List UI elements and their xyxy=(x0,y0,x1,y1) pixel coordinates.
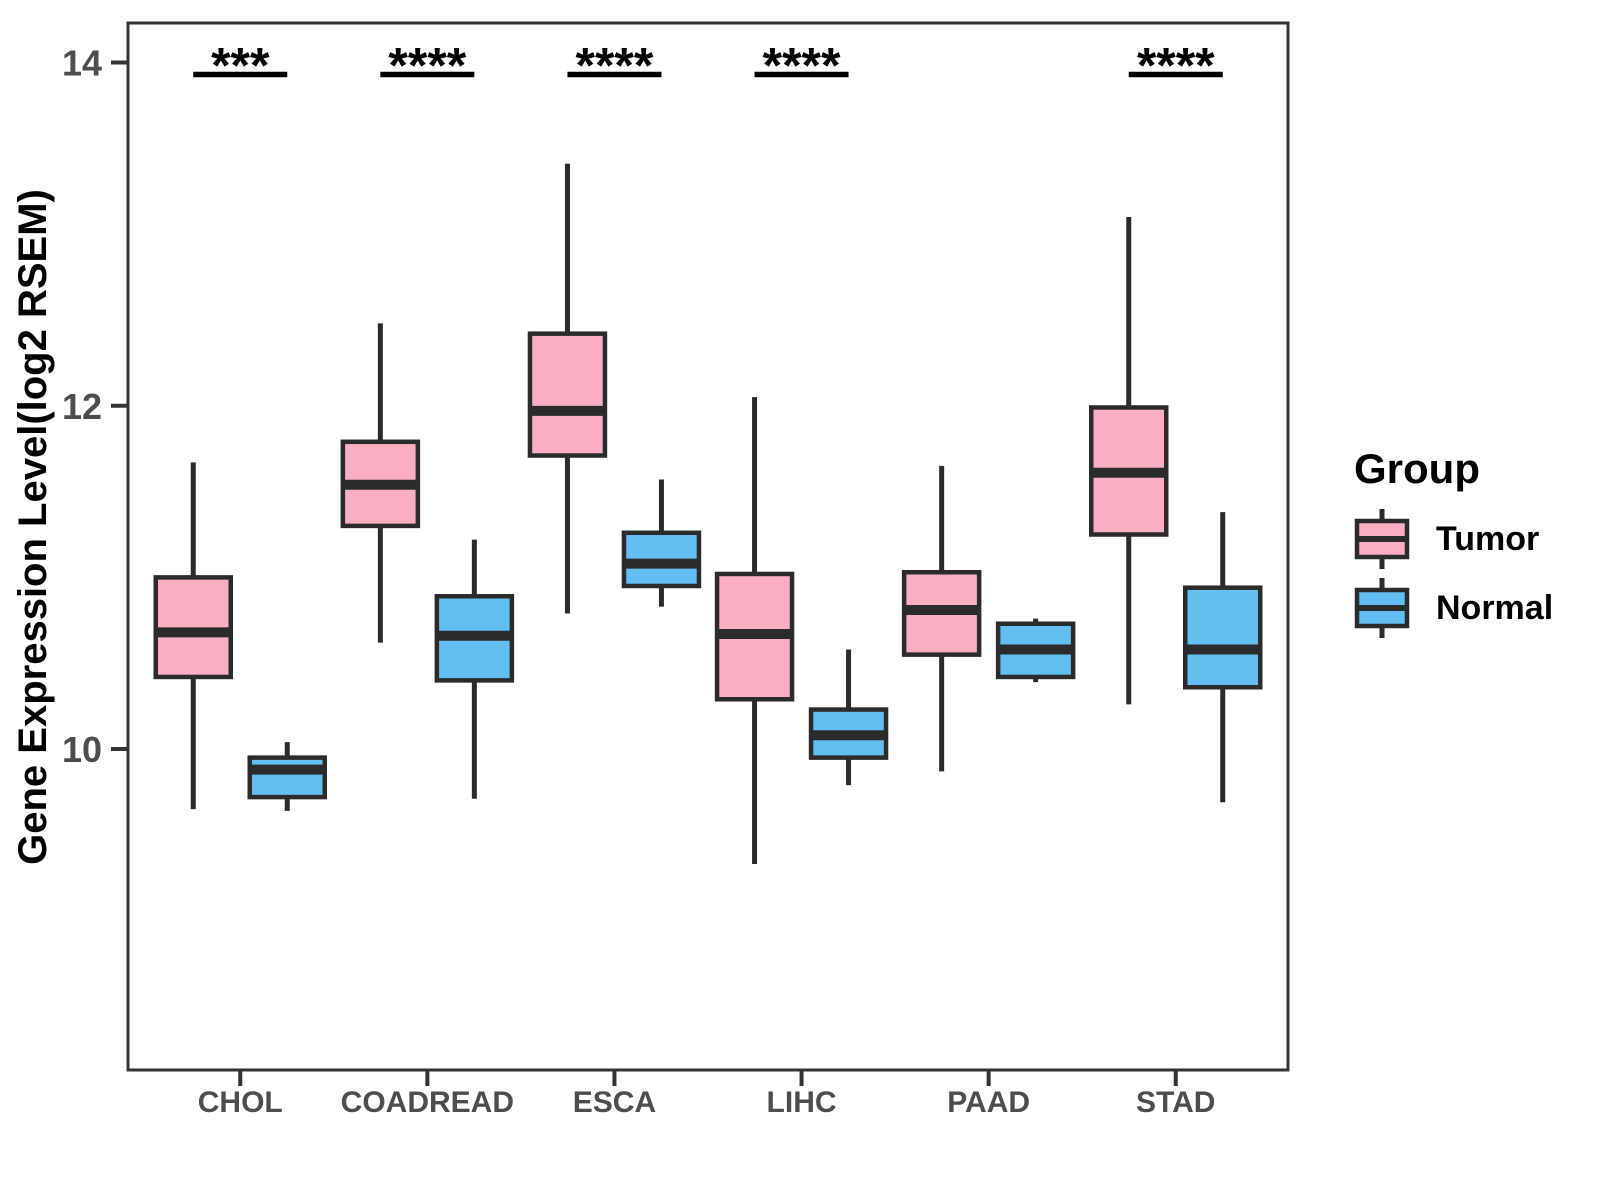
boxplot-LIHC-Normal xyxy=(808,649,889,786)
boxplot-ESCA-Tumor xyxy=(527,163,608,614)
boxplot-LIHC-Tumor xyxy=(714,397,795,865)
x-tick-label-CHOL: CHOL xyxy=(198,1086,283,1119)
legend-label-tumor: Tumor xyxy=(1436,519,1540,558)
significance-stars: **** xyxy=(763,37,841,93)
boxplot-STAD-Normal xyxy=(1182,512,1263,803)
significance-stars: **** xyxy=(1137,37,1215,93)
x-tick-label-COADREAD: COADREAD xyxy=(341,1086,514,1119)
boxplot-STAD-Tumor xyxy=(1088,216,1169,705)
significance-stars: *** xyxy=(211,37,270,93)
iqr-box xyxy=(153,575,234,680)
significance-stars: **** xyxy=(576,37,654,93)
y-tick-label-12: 12 xyxy=(62,386,102,427)
x-tick-label-LIHC: LIHC xyxy=(767,1086,837,1119)
significance-STAD: **** xyxy=(1128,37,1223,93)
significance-COADREAD: **** xyxy=(380,37,475,93)
y-tick-label-10: 10 xyxy=(62,729,102,770)
boxplot-COADREAD-Normal xyxy=(434,539,515,799)
x-tick-label-PAAD: PAAD xyxy=(947,1086,1030,1119)
boxplot-PAAD-Tumor xyxy=(901,465,982,772)
boxplot-COADREAD-Tumor xyxy=(340,323,421,643)
boxplot-PAAD-Normal xyxy=(995,618,1076,683)
boxplot-CHOL-Normal xyxy=(247,742,328,811)
tumor-boxplot-glyph xyxy=(1354,508,1410,569)
x-tick-label-STAD: STAD xyxy=(1136,1086,1215,1119)
significance-stars: **** xyxy=(388,37,466,93)
panel-border xyxy=(126,21,1290,1072)
legend: Group Tumor Normal xyxy=(1354,448,1553,642)
legend-label-normal: Normal xyxy=(1436,588,1554,627)
iqr-box xyxy=(247,755,328,800)
iqr-box xyxy=(1182,585,1263,690)
y-tick-label-14: 14 xyxy=(62,42,102,83)
legend-key-tumor: Tumor xyxy=(1354,504,1553,573)
legend-title: Group xyxy=(1354,445,1480,492)
iqr-box xyxy=(527,331,608,458)
boxplot-CHOL-Tumor xyxy=(153,462,234,810)
significance-LIHC: **** xyxy=(754,37,849,93)
normal-boxplot-glyph xyxy=(1354,577,1410,638)
boxplot-ESCA-Normal xyxy=(621,479,702,607)
significance-CHOL: *** xyxy=(193,37,288,93)
significance-ESCA: **** xyxy=(567,37,662,93)
x-tick-label-ESCA: ESCA xyxy=(573,1086,656,1119)
y-axis-label: Gene Expression Level(log2 RSEM) xyxy=(11,189,55,865)
legend-key-normal: Normal xyxy=(1354,573,1553,642)
